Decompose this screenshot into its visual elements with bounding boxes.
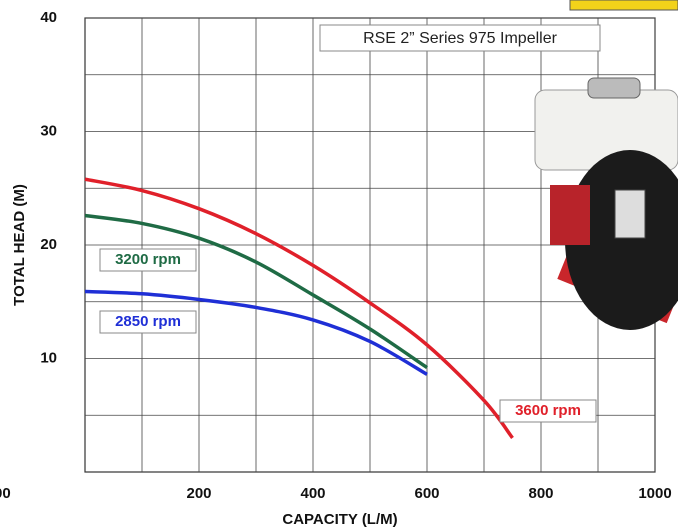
x-tick-label: 600 [414, 485, 439, 502]
annotation: RSE 2” Series 975 Impeller [363, 30, 558, 47]
pump-photo [534, 77, 678, 330]
pump-label [614, 189, 646, 239]
edge-text: 00 [0, 485, 11, 502]
x-axis-title: CAPACITY (L/M) [282, 511, 397, 528]
pump-tank [550, 185, 590, 245]
series-label: 3200 rpm [115, 251, 181, 268]
x-tick-label: 800 [528, 485, 553, 502]
series-label: 2850 rpm [115, 313, 181, 330]
x-tick-label: 400 [300, 485, 325, 502]
y-tick-label: 20 [40, 236, 57, 253]
pump-cap [587, 77, 641, 99]
curve [84, 177, 514, 440]
y-tick-label: 30 [40, 122, 57, 139]
y-tick-label: 10 [40, 349, 57, 366]
x-tick-label: 200 [186, 485, 211, 502]
series-label-box [99, 310, 197, 334]
pump-housing [565, 150, 678, 330]
series-label-box [99, 248, 197, 272]
curve [84, 213, 428, 370]
y-tick-label: 40 [40, 9, 57, 26]
x-tick-label: 1000 [638, 485, 671, 502]
series-label: 3600 rpm [515, 402, 581, 419]
y-axis-title: TOTAL HEAD (M) [11, 184, 28, 306]
series-label-box [499, 399, 597, 423]
annotation-box [319, 24, 601, 52]
yellow-strip [569, 0, 678, 11]
curve [84, 289, 428, 376]
